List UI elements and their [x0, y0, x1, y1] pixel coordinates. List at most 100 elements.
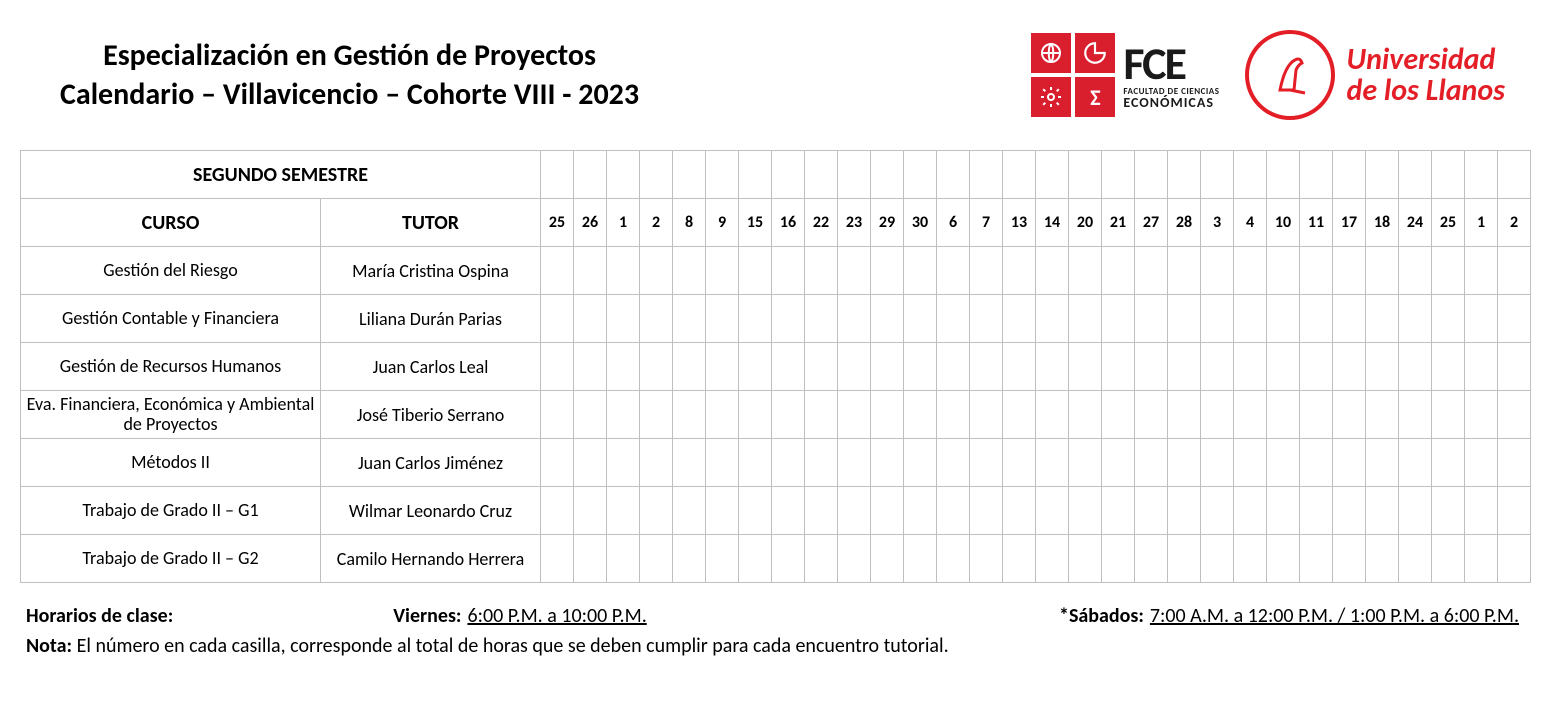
table-row: Gestión de Recursos HumanosJuan Carlos L… — [21, 343, 1531, 391]
hours-cell — [1069, 247, 1102, 295]
day-header: 1 — [1465, 199, 1498, 247]
day-header: 17 — [1333, 199, 1366, 247]
hours-cell — [1300, 487, 1333, 535]
hours-cell — [838, 439, 871, 487]
course-cell: Gestión del Riesgo — [21, 247, 321, 295]
tutor-cell: María Cristina Ospina — [321, 247, 541, 295]
semester-empty-day — [1498, 151, 1531, 199]
hours-cell — [541, 487, 574, 535]
header: Especialización en Gestión de Proyectos … — [20, 30, 1525, 120]
hours-cell — [739, 391, 772, 439]
hours-cell — [1234, 391, 1267, 439]
hours-cell — [541, 535, 574, 583]
hours-cell — [1069, 439, 1102, 487]
hours-cell — [904, 439, 937, 487]
day-header: 30 — [904, 199, 937, 247]
hours-cell — [937, 343, 970, 391]
hours-cell — [1102, 535, 1135, 583]
hours-cell — [1465, 487, 1498, 535]
hours-cell — [1201, 391, 1234, 439]
title-line1: Especialización en Gestión de Proyectos — [60, 36, 639, 75]
hours-cell — [772, 247, 805, 295]
hours-cell — [1234, 247, 1267, 295]
tutor-cell: José Tiberio Serrano — [321, 391, 541, 439]
hours-cell — [1267, 295, 1300, 343]
hours-cell — [1267, 439, 1300, 487]
logo-fce: Σ FCE FACULTAD DE CIENCIAS ECONÓMICAS — [1031, 33, 1219, 117]
hours-cell — [706, 439, 739, 487]
hours-cell — [1432, 391, 1465, 439]
hours-cell — [805, 343, 838, 391]
hours-cell — [904, 295, 937, 343]
hours-cell — [1135, 439, 1168, 487]
day-header: 16 — [772, 199, 805, 247]
hours-cell — [871, 487, 904, 535]
hours-cell — [739, 247, 772, 295]
hours-cell: 4 — [607, 487, 640, 535]
hours-cell — [805, 391, 838, 439]
hours-cell — [871, 343, 904, 391]
table-row: Gestión Contable y FinancieraLiliana Dur… — [21, 295, 1531, 343]
semester-empty-day — [1465, 151, 1498, 199]
day-header: 20 — [1069, 199, 1102, 247]
hours-cell — [1498, 295, 1531, 343]
header-row: CURSO TUTOR 2526128915162223293067131420… — [21, 199, 1531, 247]
hours-cell — [805, 439, 838, 487]
semester-empty-day — [1036, 151, 1069, 199]
hours-cell — [1135, 343, 1168, 391]
hours-cell — [574, 439, 607, 487]
hours-cell — [1432, 535, 1465, 583]
fce-big: FCE — [1123, 41, 1219, 87]
viernes-time: 6:00 P.M. a 10:00 P.M. — [467, 601, 646, 631]
semester-empty-day — [1135, 151, 1168, 199]
hours-cell — [1234, 343, 1267, 391]
day-header: 7 — [970, 199, 1003, 247]
semester-empty-day — [1201, 151, 1234, 199]
hours-cell — [1102, 343, 1135, 391]
hours-cell — [970, 343, 1003, 391]
semester-empty-day — [1234, 151, 1267, 199]
hours-cell — [772, 535, 805, 583]
hours-cell — [772, 487, 805, 535]
hours-cell — [574, 535, 607, 583]
hours-cell — [541, 391, 574, 439]
hours-cell: 10 — [970, 295, 1003, 343]
hours-cell — [1135, 247, 1168, 295]
hours-cell — [838, 487, 871, 535]
hours-cell — [1003, 247, 1036, 295]
hours-cell — [541, 295, 574, 343]
hours-cell — [1003, 295, 1036, 343]
hours-cell: 4 — [1201, 535, 1234, 583]
semester-empty-day — [640, 151, 673, 199]
hours-cell — [607, 439, 640, 487]
hours-cell: 9 — [838, 391, 871, 439]
day-header: 15 — [739, 199, 772, 247]
label-nota: Nota: — [26, 634, 72, 658]
hours-cell — [1267, 391, 1300, 439]
hours-cell — [1069, 343, 1102, 391]
hours-cell — [739, 535, 772, 583]
hours-cell — [1465, 391, 1498, 439]
semester-row: SEGUNDO SEMESTRE — [21, 151, 1531, 199]
hours-cell — [1168, 391, 1201, 439]
hours-cell — [1399, 535, 1432, 583]
hours-cell — [1003, 343, 1036, 391]
hours-cell — [1366, 247, 1399, 295]
hours-cell — [607, 295, 640, 343]
hours-cell — [1201, 247, 1234, 295]
label-horarios: Horarios de clase: — [26, 601, 173, 631]
hours-cell — [739, 487, 772, 535]
hours-cell — [970, 247, 1003, 295]
hours-cell — [706, 343, 739, 391]
day-header: 4 — [1234, 199, 1267, 247]
hours-cell — [1366, 391, 1399, 439]
hours-cell — [1135, 535, 1168, 583]
col-tutor: TUTOR — [321, 199, 541, 247]
hours-cell — [1036, 391, 1069, 439]
hours-cell — [1465, 535, 1498, 583]
hours-cell — [1432, 295, 1465, 343]
day-header: 10 — [1267, 199, 1300, 247]
hours-cell — [1300, 295, 1333, 343]
course-cell: Trabajo de Grado II – G2 — [21, 535, 321, 583]
hours-cell — [1168, 247, 1201, 295]
